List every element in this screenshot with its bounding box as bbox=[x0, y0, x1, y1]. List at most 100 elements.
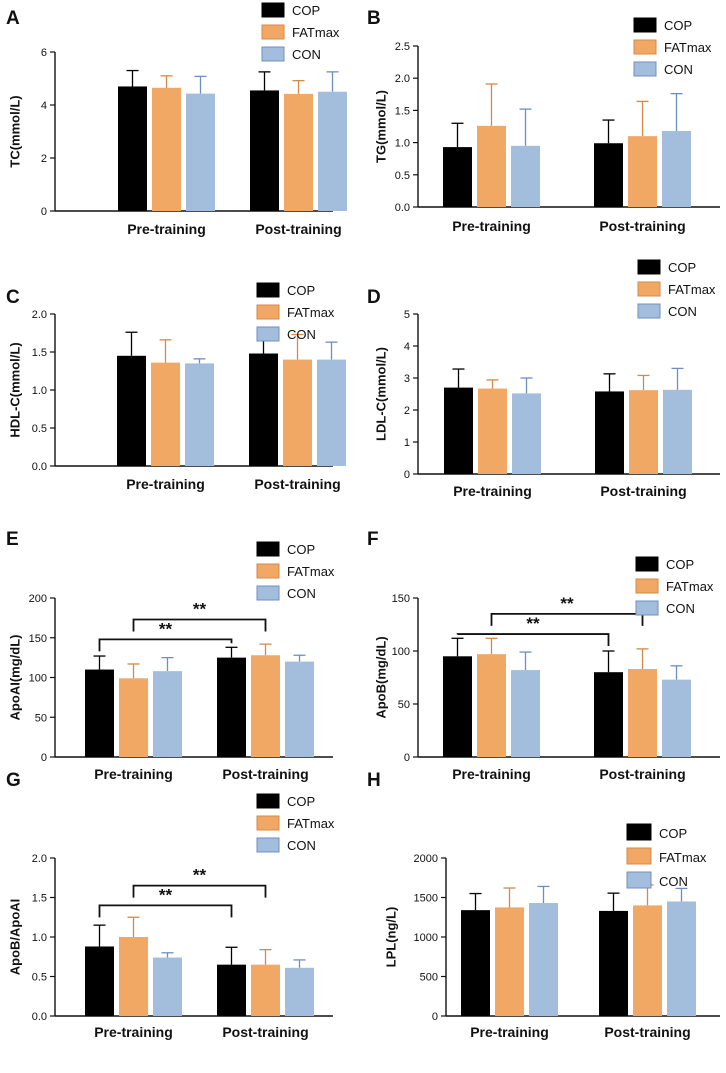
x-category-label: Pre-training bbox=[470, 1024, 549, 1040]
legend-label-fatmax: FATmax bbox=[659, 850, 707, 865]
legend-swatch-cop bbox=[635, 556, 659, 572]
legend-swatch-fatmax bbox=[256, 563, 280, 579]
bar-cop bbox=[444, 387, 473, 474]
bar-fatmax bbox=[477, 654, 506, 757]
y-axis-title: HDL-C(mmol/L) bbox=[7, 342, 22, 437]
legend-label-fatmax: FATmax bbox=[668, 282, 716, 297]
legend-label-fatmax: FATmax bbox=[287, 305, 335, 320]
legend-swatch-cop bbox=[637, 259, 661, 275]
bar-con bbox=[186, 93, 215, 211]
bar-cop bbox=[595, 391, 624, 474]
legend-swatch-fatmax bbox=[637, 281, 661, 297]
y-tick-label: 4 bbox=[41, 100, 47, 112]
legend-swatch-fatmax bbox=[261, 24, 285, 40]
legend-label-cop: COP bbox=[287, 794, 315, 809]
legend-swatch-con bbox=[256, 837, 280, 853]
bar-cop bbox=[217, 964, 246, 1016]
y-tick-label: 0.0 bbox=[32, 461, 47, 473]
bar-con bbox=[318, 91, 347, 211]
panel-c: C HDL-C(mmol/L) 0.0 0.5 1.0 1.5 2.0 Pre-trainin… bbox=[6, 282, 346, 492]
y-tick-label: 2.0 bbox=[32, 309, 47, 321]
y-axis-title: TG(mmol/L) bbox=[373, 90, 388, 163]
y-tick-label: 1.5 bbox=[395, 105, 410, 117]
y-tick-label: 0 bbox=[41, 206, 47, 218]
y-tick-label: 100 bbox=[29, 673, 47, 685]
bar-fatmax bbox=[251, 655, 280, 757]
bar-fatmax bbox=[283, 359, 312, 466]
x-category-label: Post-training bbox=[599, 218, 685, 234]
significance-bracket bbox=[456, 633, 610, 647]
x-category-label: Post-training bbox=[222, 766, 308, 782]
panel-e: E ApoAI(mg/dL) 0 50 100 150 200 Pre-training Pos… bbox=[6, 529, 335, 782]
legend-swatch-fatmax bbox=[256, 815, 280, 831]
legend-swatch-fatmax bbox=[635, 578, 659, 594]
x-category-label: Pre-training bbox=[453, 483, 532, 499]
legend-label-con: CON bbox=[287, 838, 316, 853]
bar-cop bbox=[85, 946, 114, 1016]
y-tick-label: 1.5 bbox=[32, 893, 47, 905]
panel-letter-g: G bbox=[6, 770, 21, 791]
bar-fatmax bbox=[628, 669, 657, 757]
bar-fatmax bbox=[629, 390, 658, 474]
bar-cop bbox=[85, 669, 114, 757]
y-tick-label: 0.0 bbox=[395, 202, 410, 214]
panel-d: D LDL-C(mmol/L) 0 1 2 3 4 5 Pre-training Post-tra… bbox=[367, 259, 720, 499]
y-tick-label: 0.0 bbox=[32, 1011, 47, 1023]
significance-label: ** bbox=[526, 614, 540, 633]
bar-con bbox=[153, 957, 182, 1016]
significance-bracket bbox=[490, 613, 644, 626]
bar-cop bbox=[461, 910, 490, 1016]
legend-swatch-fatmax bbox=[633, 39, 657, 55]
bar-cop bbox=[599, 910, 628, 1016]
legend-label-con: CON bbox=[666, 601, 695, 616]
y-axis-title: ApoB/ApoAI bbox=[7, 899, 22, 976]
bar-con bbox=[512, 393, 541, 474]
bar-fatmax bbox=[495, 907, 524, 1016]
y-tick-label: 200 bbox=[29, 593, 47, 605]
x-category-label: Pre-training bbox=[94, 1024, 173, 1040]
bar-fatmax bbox=[151, 362, 180, 466]
y-axis-title: LPL(ng/L) bbox=[383, 907, 398, 968]
y-tick-label: 1.0 bbox=[395, 138, 410, 150]
panel-letter-f: F bbox=[367, 529, 379, 550]
bar-fatmax bbox=[251, 964, 280, 1016]
bar-cop bbox=[118, 86, 147, 211]
x-category-label: Post-training bbox=[600, 483, 686, 499]
panel-b: B TG(mmol/L) 0.0 0.5 1.0 1.5 2.0 2.5 Pre-trainin… bbox=[367, 8, 720, 234]
legend-label-con: CON bbox=[287, 586, 316, 601]
y-tick-label: 5 bbox=[404, 309, 410, 321]
y-axis-title: ApoB(mg/dL) bbox=[373, 636, 388, 718]
y-tick-label: 0 bbox=[41, 752, 47, 764]
bar-con bbox=[317, 359, 346, 466]
legend-swatch-cop bbox=[256, 541, 280, 557]
x-category-label: Pre-training bbox=[452, 218, 531, 234]
bar-con bbox=[185, 363, 214, 466]
bar-con bbox=[662, 131, 691, 207]
bar-fatmax bbox=[119, 937, 148, 1016]
legend-label-fatmax: FATmax bbox=[664, 40, 712, 55]
legend-label-con: CON bbox=[292, 47, 321, 62]
bar-fatmax bbox=[628, 136, 657, 207]
legend-label-fatmax: FATmax bbox=[666, 579, 714, 594]
bar-con bbox=[285, 967, 314, 1016]
x-category-label: Post-training bbox=[599, 766, 685, 782]
bar-fatmax bbox=[633, 905, 662, 1016]
y-tick-label: 1.5 bbox=[32, 347, 47, 359]
bar-con bbox=[511, 145, 540, 207]
bar-fatmax bbox=[119, 678, 148, 757]
y-tick-label: 1500 bbox=[414, 893, 438, 905]
y-tick-label: 6 bbox=[41, 47, 47, 59]
y-tick-label: 0 bbox=[404, 752, 410, 764]
legend-swatch-con bbox=[626, 871, 652, 889]
y-axis-title: ApoAI(mg/dL) bbox=[7, 635, 22, 721]
significance-bracket bbox=[98, 638, 233, 652]
y-tick-label: 500 bbox=[420, 972, 438, 984]
legend-label-con: CON bbox=[664, 62, 693, 77]
bar-con bbox=[153, 671, 182, 757]
y-tick-label: 150 bbox=[29, 633, 47, 645]
x-category-label: Pre-training bbox=[452, 766, 531, 782]
y-tick-label: 0 bbox=[432, 1011, 438, 1023]
y-tick-label: 3 bbox=[404, 373, 410, 385]
legend-swatch-cop bbox=[626, 823, 652, 841]
y-tick-label: 1000 bbox=[414, 932, 438, 944]
